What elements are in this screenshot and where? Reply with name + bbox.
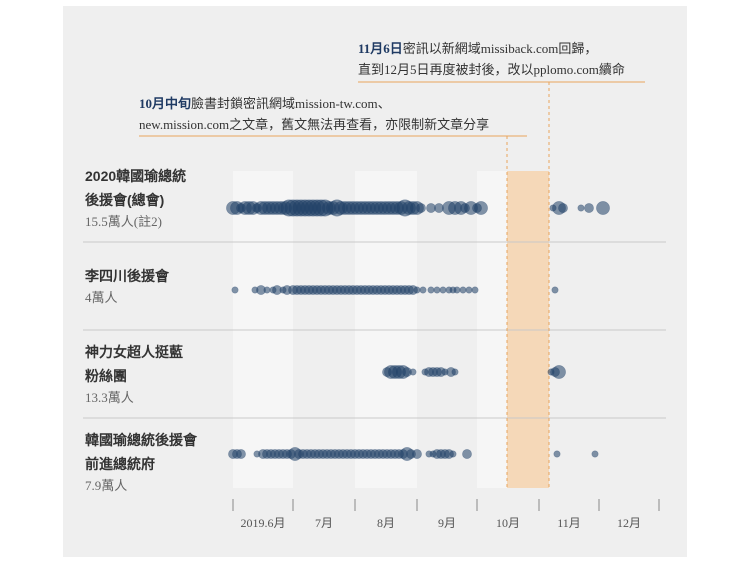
row-name-line: 2020韓國瑜總統 xyxy=(85,168,187,184)
annotation-oct-mid: 10月中旬臉書封鎖密訊網域mission-tw.com、 new.mission… xyxy=(139,93,489,135)
dot-point xyxy=(451,368,459,376)
dot-point xyxy=(551,286,559,294)
chart-panel: 2019.6月 7月 8月 9月 10月 11月 12月 11月6日密訊以新網域missib… xyxy=(63,6,687,557)
dot-point xyxy=(439,286,447,294)
row-name-line: 神力女超人挺藍 xyxy=(85,344,183,360)
row-count: 7.9萬人 xyxy=(85,478,128,493)
row-label-2: 神力女超人挺藍 粉絲團 13.3萬人 xyxy=(85,340,225,408)
row-label-3: 韓國瑜總統後援會 前進總統府 7.9萬人 xyxy=(85,428,225,496)
row-count: 15.5萬人(註2) xyxy=(85,214,162,229)
dot-point xyxy=(419,286,427,294)
annotation-nov6-line2: 直到12月5日再度被封後，改以pplomo.com續命 xyxy=(358,62,625,77)
row-name-line: 粉絲團 xyxy=(85,368,127,384)
row-label-1: 李四川後援會 4萬人 xyxy=(85,264,225,308)
dot-point xyxy=(471,286,479,294)
dot-point xyxy=(558,203,568,213)
dot-point xyxy=(412,449,422,459)
dot-point xyxy=(465,286,473,294)
dot-point xyxy=(591,450,599,458)
dot-point xyxy=(474,201,488,215)
annotation-nov6-date: 11月6日 xyxy=(358,41,403,56)
annotation-oct-mid-line1: 臉書封鎖密訊網域mission-tw.com、 xyxy=(191,96,391,111)
dot-point xyxy=(449,450,457,458)
dot-point xyxy=(409,368,417,376)
annotation-oct-mid-line2: new.mission.com之文章，舊文無法再查看，亦限制新文章分享 xyxy=(139,117,490,132)
row-name-line: 後援會(總會) xyxy=(85,192,165,208)
timeline-chart: 2019.6月 7月 8月 9月 10月 11月 12月 xyxy=(83,81,666,530)
axis-tick-label: 8月 xyxy=(377,516,395,530)
row-count: 13.3萬人 xyxy=(85,390,134,405)
dot-point xyxy=(236,449,246,459)
row-name-line: 前進總統府 xyxy=(85,456,155,472)
dot-point xyxy=(427,286,435,294)
dot-point xyxy=(459,286,467,294)
dot-point xyxy=(231,286,239,294)
axis-tick-label: 7月 xyxy=(315,516,333,530)
row-label-0: 2020韓國瑜總統 後援會(總會) 15.5萬人(註2) xyxy=(85,164,225,232)
dot-point xyxy=(584,203,594,213)
dot-point xyxy=(433,286,441,294)
dot-point xyxy=(596,201,610,215)
dot-point xyxy=(553,450,561,458)
row-count: 4萬人 xyxy=(85,290,118,305)
dot-point xyxy=(416,203,426,213)
annotation-nov6-line1: 密訊以新網域missiback.com回歸， xyxy=(402,41,598,56)
dot-point xyxy=(413,286,421,294)
dot-point xyxy=(577,204,585,212)
row-name-line: 韓國瑜總統後援會 xyxy=(85,432,197,448)
annotation-nov6: 11月6日密訊以新網域missiback.com回歸， 直到12月5日再度被封後… xyxy=(358,38,625,80)
dot-point xyxy=(453,286,461,294)
dot-point xyxy=(462,449,472,459)
axis-tick-label: 2019.6月 xyxy=(240,516,285,530)
dot-point xyxy=(263,286,271,294)
axis-tick-label: 9月 xyxy=(438,516,456,530)
row-name-line: 李四川後援會 xyxy=(85,268,169,284)
axis-tick-label: 12月 xyxy=(617,516,641,530)
axis-tick-label: 11月 xyxy=(557,516,581,530)
axis-tick-label: 10月 xyxy=(496,516,520,530)
annotation-oct-mid-date: 10月中旬 xyxy=(139,96,192,111)
dot-point xyxy=(552,365,566,379)
